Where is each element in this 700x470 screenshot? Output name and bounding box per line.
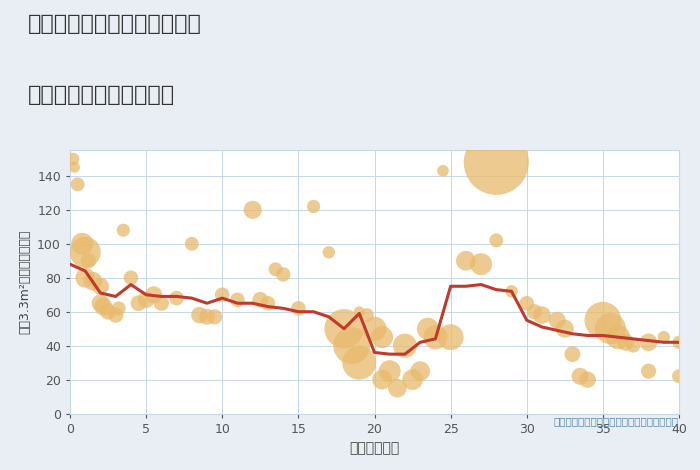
Point xyxy=(438,167,449,174)
Point xyxy=(148,291,160,298)
Point xyxy=(597,316,608,324)
Point xyxy=(80,274,91,282)
Point xyxy=(323,249,335,256)
Point xyxy=(628,342,639,349)
Point xyxy=(430,333,441,341)
Point xyxy=(232,296,243,304)
Point xyxy=(255,296,266,304)
Text: 築年数別中古戸建て価格: 築年数別中古戸建て価格 xyxy=(28,85,175,105)
Point xyxy=(113,305,125,312)
Point xyxy=(110,311,121,319)
Point xyxy=(567,351,578,358)
Point xyxy=(559,325,570,332)
Point xyxy=(72,180,83,188)
Point xyxy=(308,203,319,210)
Point xyxy=(209,313,220,321)
Point xyxy=(346,342,357,349)
Text: 円の大きさは、取引のあった物件面積を示す: 円の大きさは、取引のあった物件面積を示す xyxy=(554,416,679,426)
Point xyxy=(217,291,228,298)
Point xyxy=(491,236,502,244)
Text: 大阪府大阪市住之江区御崎の: 大阪府大阪市住之江区御崎の xyxy=(28,14,202,34)
X-axis label: 築年数（年）: 築年数（年） xyxy=(349,441,400,455)
Point xyxy=(552,316,563,324)
Point xyxy=(102,308,113,315)
Point xyxy=(658,333,669,341)
Point xyxy=(247,206,258,213)
Point xyxy=(95,299,106,307)
Point xyxy=(612,333,624,341)
Point xyxy=(377,376,388,384)
Point xyxy=(407,376,418,384)
Point xyxy=(643,368,655,375)
Point xyxy=(673,338,685,346)
Point xyxy=(202,313,213,321)
Point xyxy=(194,311,205,319)
Point xyxy=(118,227,129,234)
Point xyxy=(475,260,486,268)
Point xyxy=(384,368,395,375)
Point xyxy=(80,249,91,256)
Point xyxy=(399,342,410,349)
Point xyxy=(125,274,136,282)
Point xyxy=(422,325,433,332)
Point xyxy=(95,282,106,290)
Point xyxy=(643,338,655,346)
Point xyxy=(491,158,502,166)
Point xyxy=(361,311,372,319)
Point xyxy=(141,296,152,304)
Point xyxy=(262,299,274,307)
Point xyxy=(528,308,540,315)
Point xyxy=(461,257,472,265)
Point xyxy=(620,338,631,346)
Point xyxy=(293,305,304,312)
Point xyxy=(67,155,78,163)
Point xyxy=(339,325,350,332)
Point xyxy=(171,294,182,302)
Point xyxy=(156,299,167,307)
Point xyxy=(521,299,532,307)
Point xyxy=(673,373,685,380)
Point xyxy=(605,325,616,332)
Point xyxy=(186,240,197,248)
Point xyxy=(506,288,517,295)
Point xyxy=(270,266,281,273)
Point xyxy=(369,325,380,332)
Point xyxy=(392,384,403,392)
Point xyxy=(536,311,547,319)
Y-axis label: 坤（3.3m²）単価（万円）: 坤（3.3m²）単価（万円） xyxy=(18,230,32,334)
Point xyxy=(98,303,109,310)
Point xyxy=(69,164,80,171)
Point xyxy=(445,333,456,341)
Point xyxy=(133,299,144,307)
Point xyxy=(575,373,586,380)
Point xyxy=(76,240,88,248)
Point xyxy=(83,257,94,265)
Point xyxy=(277,271,289,278)
Point xyxy=(354,308,365,315)
Point xyxy=(354,359,365,367)
Point xyxy=(414,368,426,375)
Point xyxy=(88,277,99,285)
Point xyxy=(582,376,594,384)
Point xyxy=(377,333,388,341)
